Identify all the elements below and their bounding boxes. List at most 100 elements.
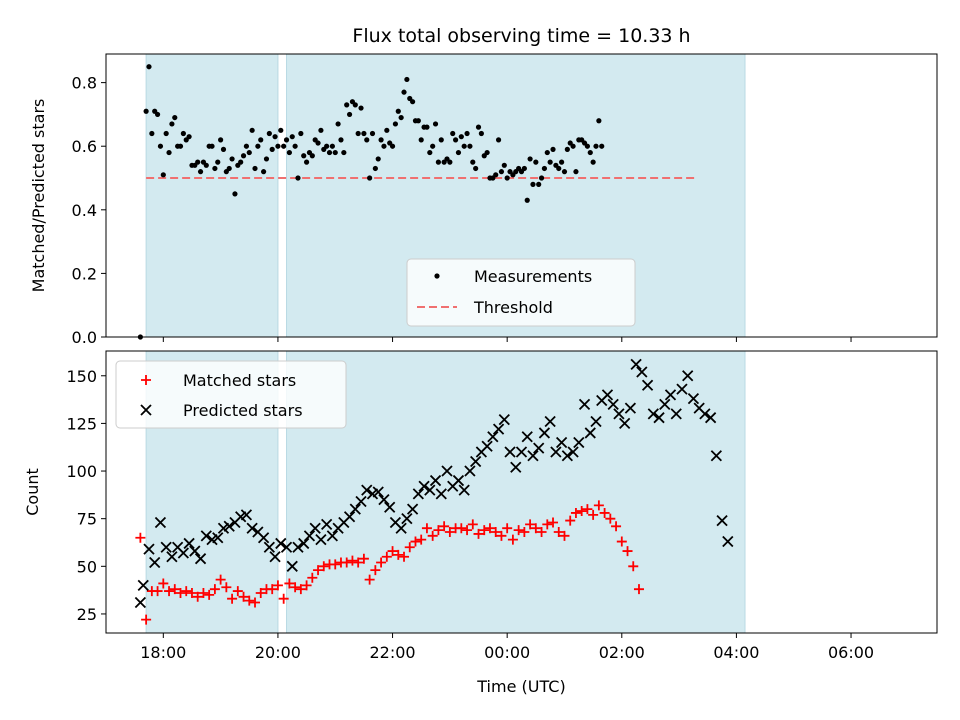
matched-star-point-10: [192, 591, 203, 602]
matched-star-point-36: [341, 557, 352, 568]
predicted-star-point-79: [584, 427, 596, 439]
matched-star-point-16: [227, 593, 238, 604]
matched-star-point-20: [250, 597, 261, 608]
predicted-star-point-6: [166, 551, 178, 563]
predicted-star-point-87: [630, 358, 642, 370]
measurement-point-138: [536, 181, 542, 187]
legend-measurements-label: Measurements: [474, 267, 592, 286]
predicted-star-point-3: [149, 556, 161, 569]
matched-star-point-25: [278, 593, 289, 604]
predicted-star-point-51: [424, 484, 436, 496]
measurement-point-43: [263, 156, 270, 162]
xtick-label-1: 20:00: [255, 643, 301, 662]
measurement-point-96: [415, 118, 421, 124]
bottom-ytick-label-4: 125: [66, 414, 97, 433]
bottom-legend-box: [115, 360, 347, 429]
predicted-star-point-56: [452, 474, 465, 487]
matched-star-point-9: [186, 587, 197, 598]
matched-star-point-79: [588, 509, 599, 520]
measurement-point-5: [154, 111, 161, 118]
measurement-point-53: [292, 143, 298, 149]
measurement-point-141: [544, 149, 550, 156]
predicted-star-point-84: [613, 408, 625, 420]
predicted-star-point-1: [137, 579, 149, 592]
measurement-point-104: [438, 137, 444, 143]
measurement-point-85: [384, 127, 390, 133]
matched-star-point-76: [570, 507, 581, 518]
measurement-point-111: [458, 134, 464, 140]
predicted-star-point-40: [361, 484, 373, 496]
matched-star-point-53: [439, 521, 450, 532]
predicted-star-point-53: [435, 488, 447, 500]
matched-star-point-39: [358, 553, 369, 564]
predicted-star-point-75: [561, 450, 573, 462]
measurement-point-90: [398, 114, 404, 121]
matched-star-point-47: [404, 542, 415, 553]
measurement-point-125: [498, 169, 505, 175]
predicted-star-point-91: [653, 412, 665, 424]
measurement-point-27: [218, 137, 224, 143]
xtick-label-4: 02:00: [599, 643, 645, 662]
predicted-star-point-11: [194, 553, 207, 565]
predicted-stars-points: [134, 358, 734, 609]
matched-star-point-86: [628, 561, 639, 572]
measurement-point-7: [160, 172, 166, 178]
measurement-point-82: [375, 156, 381, 162]
measurement-point-89: [395, 108, 401, 114]
bottom-legend: Matched stars Predicted stars: [115, 360, 347, 429]
matched-star-point-32: [318, 561, 329, 572]
xtick-label-5: 04:00: [713, 643, 759, 662]
measurement-point-113: [464, 130, 470, 137]
matched-star-point-31: [313, 565, 324, 576]
predicted-star-point-9: [183, 537, 195, 550]
measurement-point-136: [530, 181, 536, 187]
measurement-point-76: [358, 105, 364, 111]
matched-star-point-78: [582, 504, 593, 515]
matched-star-point-81: [599, 507, 610, 518]
measurement-point-150: [570, 143, 576, 149]
measurement-point-55: [298, 130, 304, 137]
predicted-star-point-2: [143, 543, 155, 555]
measurement-point-99: [424, 124, 430, 130]
measurement-point-39: [252, 165, 258, 172]
measurement-point-81: [372, 165, 378, 172]
matched-star-point-13: [209, 584, 220, 595]
matched-star-point-37: [347, 555, 358, 566]
bottom-shaded-interval-1: [286, 350, 746, 634]
matched-star-point-83: [611, 521, 622, 532]
predicted-star-point-101: [710, 450, 722, 462]
predicted-star-point-30: [303, 530, 316, 542]
matched-star-point-14: [215, 574, 226, 585]
matched-star-point-30: [307, 572, 318, 583]
measurement-point-151: [573, 169, 579, 175]
measurement-point-37: [246, 149, 252, 156]
measurement-point-133: [521, 165, 527, 172]
measurement-point-78: [364, 137, 370, 143]
predicted-star-point-69: [527, 450, 539, 462]
measurement-point-71: [344, 102, 350, 108]
measurement-point-75: [355, 130, 361, 137]
matched-star-point-72: [548, 517, 559, 528]
matched-star-point-45: [393, 549, 404, 560]
measurement-point-48: [278, 127, 284, 133]
measurement-point-50: [283, 137, 290, 143]
measurement-point-124: [495, 137, 502, 143]
measurement-point-25: [212, 165, 218, 172]
predicted-star-point-31: [309, 522, 321, 534]
measurement-point-97: [418, 137, 424, 143]
predicted-star-point-100: [704, 412, 717, 424]
measurement-point-57: [303, 159, 310, 165]
measurement-point-114: [467, 143, 473, 149]
matched-star-point-56: [456, 523, 467, 534]
top-ytick-label-4: 0.8: [72, 74, 97, 93]
matched-star-point-51: [427, 530, 438, 541]
matched-star-point-1: [141, 614, 152, 625]
predicted-star-point-73: [550, 446, 562, 458]
predicted-star-point-86: [624, 402, 637, 414]
measurement-point-127: [504, 175, 510, 181]
matched-star-point-5: [164, 586, 175, 597]
predicted-star-point-99: [699, 408, 711, 420]
matched-star-point-87: [633, 584, 644, 595]
predicted-star-point-96: [682, 370, 694, 382]
